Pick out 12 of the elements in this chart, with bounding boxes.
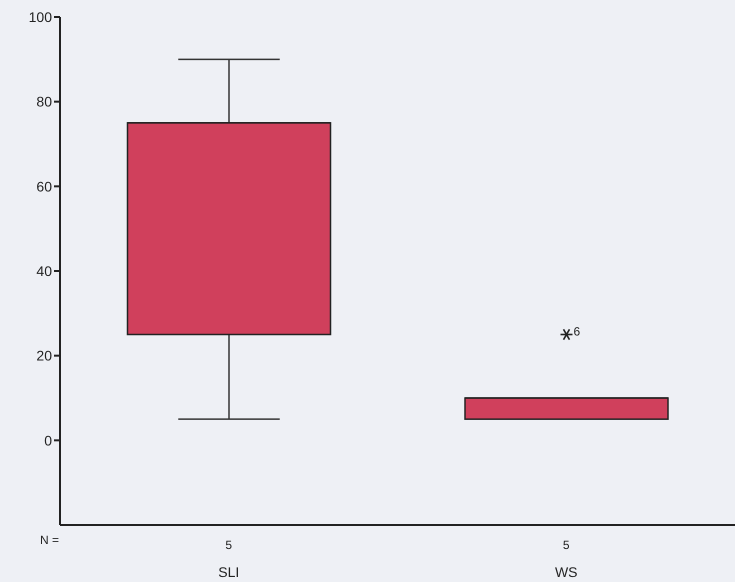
y-tick-label: 80 (36, 94, 52, 110)
y-tick-label: 60 (36, 178, 52, 194)
y-tick-label: 100 (28, 8, 52, 25)
x-tick-label: SLI (218, 564, 240, 580)
text: 5 (562, 538, 570, 552)
text: 5 (225, 538, 232, 552)
annotation: 6 (574, 324, 580, 338)
y-tick-label: 40 (36, 262, 52, 279)
x-tick-label: WS (554, 564, 578, 580)
y-tick-label: 20 (36, 348, 52, 364)
y-tick-label: 0 (44, 432, 52, 448)
text: N = (40, 533, 60, 547)
